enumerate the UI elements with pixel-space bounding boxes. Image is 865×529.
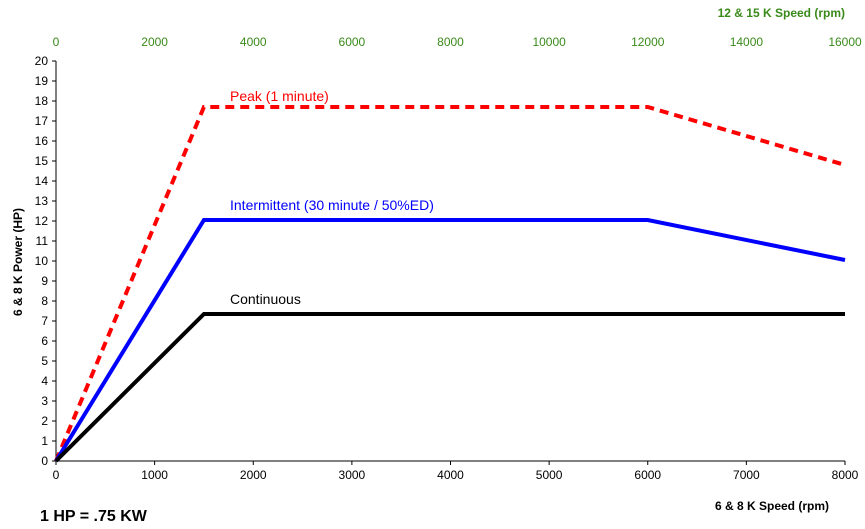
y-tick-label: 20 <box>35 54 49 68</box>
bottom-x-axis-title: 6 & 8 K Speed (rpm) <box>715 499 829 513</box>
x-tick-label: 7000 <box>733 468 760 482</box>
conversion-note: 1 HP = .75 KW <box>40 508 147 525</box>
y-tick-label: 13 <box>35 194 49 208</box>
y-tick-label: 4 <box>41 374 48 388</box>
x-tick-label: 1000 <box>141 468 168 482</box>
y-tick-label: 8 <box>41 294 48 308</box>
y-tick-label: 1 <box>41 434 48 448</box>
top-x-tick-label: 14000 <box>730 35 764 49</box>
series-label-1: Peak (1 minute) <box>230 88 329 104</box>
top-x-tick-label: 16000 <box>828 35 862 49</box>
x-tick-label: 6000 <box>634 468 661 482</box>
y-tick-label: 16 <box>35 134 49 148</box>
y-tick-label: 15 <box>35 154 49 168</box>
series-line-2 <box>54 218 846 463</box>
x-tick-label: 3000 <box>339 468 366 482</box>
top-x-axis-title: 12 & 15 K Speed (rpm) <box>718 6 845 20</box>
x-tick-label: 5000 <box>536 468 563 482</box>
y-tick-label: 10 <box>35 254 49 268</box>
y-tick-label: 6 <box>41 334 48 348</box>
x-tick-label: 0 <box>53 468 60 482</box>
top-x-tick-label: 6000 <box>339 35 366 49</box>
top-x-tick-label: 4000 <box>240 35 267 49</box>
y-tick-label: 5 <box>41 354 48 368</box>
y-tick-label: 3 <box>41 394 48 408</box>
y-axis-title: 6 & 8 K Power (HP) <box>11 208 25 316</box>
y-tick-label: 17 <box>35 114 49 128</box>
series-label-3: Continuous <box>230 291 301 307</box>
y-tick-label: 11 <box>36 234 49 248</box>
top-x-tick-label: 12000 <box>631 35 665 49</box>
series-line-1 <box>54 105 846 462</box>
top-x-tick-label: 2000 <box>141 35 168 49</box>
y-tick-label: 0 <box>41 454 48 468</box>
top-x-tick-label: 8000 <box>437 35 464 49</box>
chart-labels: 12 & 15 K Speed (rpm) 6 & 8 K Speed (rpm)… <box>11 6 845 513</box>
x-tick-label: 2000 <box>240 468 267 482</box>
x-tick-label: 4000 <box>437 468 464 482</box>
y-tick-label: 7 <box>41 314 48 328</box>
y-tick-label: 2 <box>41 414 48 428</box>
top-x-tick-label: 10000 <box>532 35 566 49</box>
y-tick-label: 12 <box>35 214 49 228</box>
y-tick-label: 18 <box>35 94 49 108</box>
chart-series <box>54 105 846 463</box>
top-x-tick-label: 0 <box>53 35 60 49</box>
series-line-3 <box>54 312 845 463</box>
x-tick-label: 8000 <box>832 468 859 482</box>
series-label-2: Intermittent (30 minute / 50%ED) <box>230 197 434 213</box>
y-tick-label: 19 <box>35 74 49 88</box>
y-tick-label: 14 <box>35 174 49 188</box>
y-tick-label: 9 <box>41 274 48 288</box>
